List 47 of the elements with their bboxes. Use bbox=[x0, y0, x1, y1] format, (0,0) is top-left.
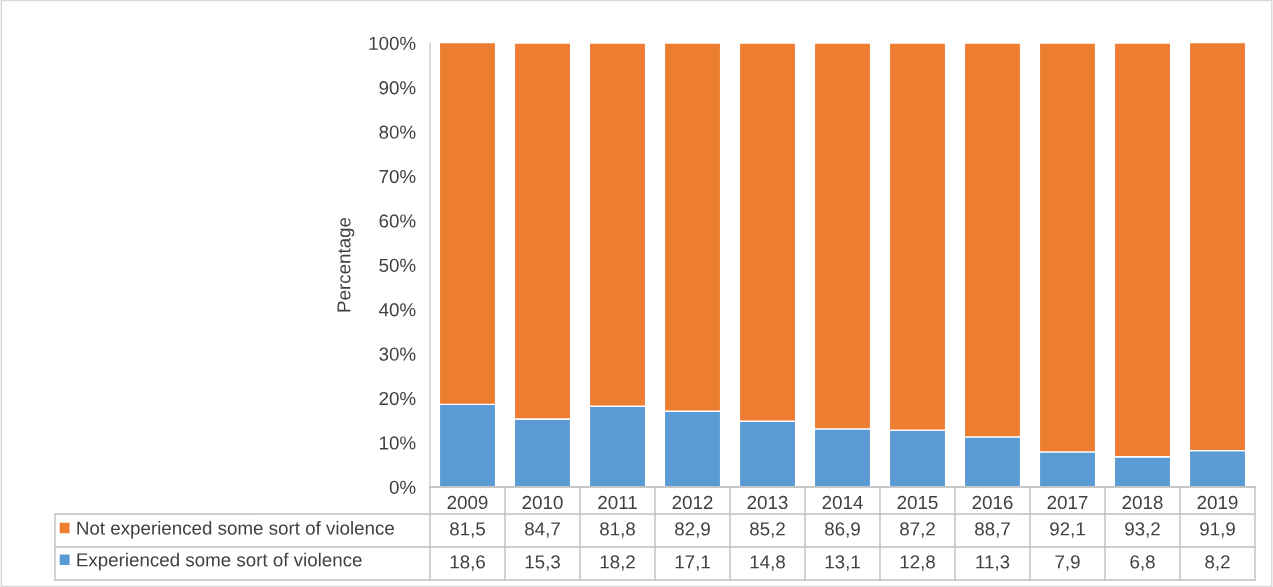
y-tick-label: 0% bbox=[389, 480, 416, 494]
data-label: 88,7 bbox=[975, 522, 1010, 538]
y-axis-title: Percentage bbox=[337, 217, 355, 312]
x-tick-label: 2011 bbox=[598, 495, 637, 510]
x-tick-label: 2017 bbox=[1047, 495, 1088, 510]
x-tick-label: 2014 bbox=[822, 495, 863, 510]
x-tick-label: 2013 bbox=[747, 495, 788, 510]
data-label: 81,5 bbox=[450, 522, 485, 538]
y-tick-label: 100% bbox=[369, 36, 416, 50]
y-tick-label: 30% bbox=[379, 347, 416, 361]
data-label: 15,3 bbox=[525, 555, 560, 571]
data-label: 11,3 bbox=[976, 555, 1010, 571]
data-label: 12,8 bbox=[900, 555, 935, 571]
legend-label: Not experienced some sort of violence bbox=[77, 521, 394, 539]
y-tick-label: 60% bbox=[379, 214, 416, 228]
data-label: 13,1 bbox=[825, 555, 860, 571]
y-tick-label: 90% bbox=[379, 81, 416, 95]
data-label: 14,8 bbox=[750, 555, 785, 571]
data-label: 84,7 bbox=[525, 522, 560, 538]
x-tick-label: 2015 bbox=[897, 495, 938, 510]
data-label: 93,2 bbox=[1125, 522, 1160, 538]
data-label: 81,8 bbox=[600, 522, 635, 538]
x-tick-label: 2018 bbox=[1122, 495, 1163, 510]
legend-label: Experienced some sort of violence bbox=[77, 552, 362, 571]
x-tick-label: 2016 bbox=[972, 495, 1013, 510]
y-tick-label: 10% bbox=[380, 436, 416, 450]
y-tick-label: 70% bbox=[379, 169, 416, 184]
data-label: 86,9 bbox=[825, 522, 860, 538]
y-tick-label: 50% bbox=[379, 258, 416, 272]
data-label: 17,1 bbox=[675, 555, 710, 571]
y-tick-label: 40% bbox=[379, 303, 416, 317]
data-label: 18,6 bbox=[450, 555, 485, 571]
x-tick-label: 2012 bbox=[672, 495, 713, 510]
data-label: 18,2 bbox=[600, 555, 635, 571]
data-label: 91,9 bbox=[1200, 522, 1235, 538]
data-label: 85,2 bbox=[750, 522, 785, 538]
x-tick-label: 2009 bbox=[447, 495, 488, 510]
x-tick-label: 2019 bbox=[1197, 495, 1238, 510]
y-tick-label: 20% bbox=[379, 391, 416, 406]
y-tick-label: 80% bbox=[379, 125, 416, 139]
data-label: 92,1 bbox=[1050, 522, 1085, 538]
x-tick-label: 2010 bbox=[522, 495, 563, 510]
data-label: 6,8 bbox=[1130, 555, 1155, 571]
data-label: 8,2 bbox=[1205, 555, 1230, 571]
data-label: 82,9 bbox=[675, 522, 710, 538]
data-label: 87,2 bbox=[900, 522, 935, 538]
data-label: 7,9 bbox=[1055, 555, 1080, 571]
